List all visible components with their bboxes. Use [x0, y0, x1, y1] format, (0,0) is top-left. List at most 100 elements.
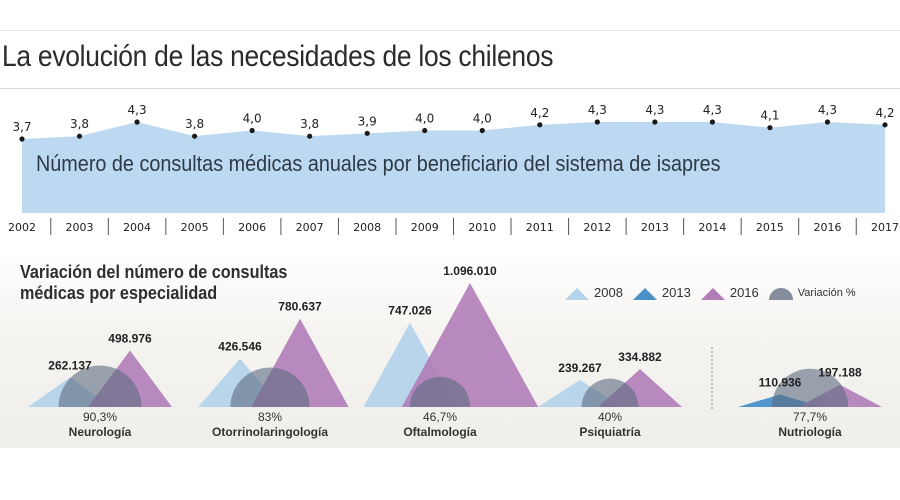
specialty-chart-title: Variación del número de consultas médica… — [20, 262, 290, 304]
data-point — [767, 125, 773, 131]
data-point — [134, 119, 140, 125]
base-value-label: 426.546 — [218, 340, 262, 354]
x-tick-label: 2002 — [8, 221, 36, 234]
data-point — [192, 133, 198, 139]
specialty-group: 239.267 334.882 40%Psiquiatría — [538, 350, 682, 439]
value-label: 3,8 — [185, 117, 204, 131]
semicircle-gray-icon — [768, 287, 793, 300]
specialty-group: 747.026 1.096.010 46,7%Oftalmología — [363, 264, 539, 439]
area-fill — [22, 122, 885, 213]
data-point — [652, 119, 658, 125]
data-point — [364, 130, 370, 136]
value-2016-label: 1.096.010 — [443, 264, 497, 278]
value-label: 4,3 — [703, 103, 722, 117]
data-point — [307, 133, 313, 139]
x-tick-label: 2005 — [181, 221, 209, 234]
legend-item-2008: 2008 — [565, 285, 623, 300]
x-tick-label: 2013 — [641, 221, 669, 234]
title-divider — [0, 88, 900, 89]
base-value-label: 239.267 — [558, 361, 602, 375]
value-2016-label: 498.976 — [108, 332, 152, 346]
specialty-group: 426.546 780.637 83%Otorrinolaringología — [198, 300, 349, 439]
data-point — [76, 133, 83, 139]
value-2016-label: 197.188 — [818, 366, 862, 380]
value-2016-label: 780.637 — [278, 300, 322, 314]
value-label: 4,0 — [243, 112, 262, 126]
x-tick-label: 2016 — [813, 221, 841, 234]
value-label: 4,3 — [588, 103, 607, 117]
triangle-blue-icon — [632, 287, 657, 300]
variation-label: 40% — [598, 410, 622, 424]
page-title: La evolución de las necesidades de los c… — [2, 40, 554, 73]
x-tick-label: 2012 — [583, 221, 611, 234]
variation-semicircle — [409, 376, 471, 407]
category-label: Psiquiatría — [579, 425, 641, 439]
specialty-triangle-chart: 262.137 498.976 90,3%Neurología 426.546 780.… — [28, 264, 882, 439]
x-tick-label: 2015 — [756, 221, 784, 234]
value-2016-label: 334.882 — [618, 350, 662, 364]
legend-label-2016: 2016 — [729, 285, 759, 300]
legend-item-2016: 2016 — [700, 285, 759, 300]
data-point — [882, 122, 888, 128]
data-point — [594, 119, 600, 125]
x-tick-label: 2007 — [296, 221, 324, 234]
x-tick-label: 2008 — [353, 221, 381, 234]
value-label: 4,2 — [530, 106, 549, 120]
variation-label: 77,7% — [793, 410, 827, 424]
top-divider — [0, 30, 900, 31]
base-value-label: 110.936 — [759, 375, 802, 389]
variation-label: 90,3% — [83, 410, 117, 424]
variation-semicircle — [58, 365, 142, 407]
triangle-purple-icon — [700, 287, 725, 300]
x-tick-label: 2004 — [123, 221, 151, 234]
specialty-group: 262.137 498.976 90,3%Neurología — [28, 332, 172, 439]
category-label: Oftalmología — [403, 425, 477, 439]
data-point — [422, 127, 428, 134]
legend-label-2013: 2013 — [661, 285, 691, 300]
x-tick-label: 2011 — [526, 221, 554, 234]
specialty-group: 110.936 197.188 77,7%Nutriología — [738, 366, 882, 439]
data-point — [479, 127, 485, 134]
data-point — [19, 136, 25, 142]
x-tick-label: 2014 — [698, 221, 726, 234]
area-chart-title: Número de consultas médicas anuales por … — [36, 151, 721, 176]
base-value-label: 262.137 — [48, 358, 92, 372]
value-label: 4,3 — [818, 103, 837, 117]
x-tick-label: 2017 — [871, 221, 899, 234]
value-label: 3,9 — [358, 114, 377, 128]
triangle-2016 — [401, 283, 539, 407]
variation-semicircle — [230, 367, 310, 407]
value-label: 4,3 — [645, 103, 664, 117]
variation-label: 83% — [258, 410, 282, 424]
consultations-area-chart: 3,7 3,8 4,3 3,8 4,0 3,8 3,9 4,0 4,0 4,2 4,3 4,3 4,3 4… — [8, 103, 899, 235]
variation-semicircle — [581, 378, 639, 407]
specialty-title-text: Variación del número de consultas médica… — [20, 262, 288, 303]
value-label: 4,0 — [473, 112, 492, 126]
value-label: 4,3 — [128, 103, 147, 117]
legend-label-variation: Variación % — [797, 286, 856, 299]
data-point — [537, 122, 543, 128]
x-tick-label: 2003 — [66, 221, 94, 234]
x-tick-label: 2006 — [238, 221, 266, 234]
variation-label: 46,7% — [423, 410, 457, 424]
data-point — [709, 119, 716, 125]
base-value-label: 747.026 — [388, 303, 432, 317]
value-label: 4,2 — [875, 106, 894, 120]
data-point — [249, 127, 255, 134]
variation-semicircle — [771, 368, 849, 407]
value-label: 3,8 — [300, 117, 319, 131]
triangle-light-blue-icon — [565, 287, 589, 300]
legend-item-2013: 2013 — [632, 285, 691, 300]
category-label: Neurología — [69, 425, 132, 439]
value-label: 3,7 — [12, 120, 31, 134]
legend-item-variation: Variación % — [768, 286, 856, 300]
x-tick-label: 2010 — [468, 221, 496, 234]
legend: 2008 2013 2016 Variación % — [565, 285, 856, 300]
value-label: 4,1 — [760, 109, 779, 123]
category-label: Nutriología — [778, 425, 842, 439]
category-label: Otorrinolaringología — [212, 425, 328, 439]
data-point — [824, 119, 831, 125]
x-tick-label: 2009 — [411, 221, 439, 234]
value-label: 3,8 — [70, 117, 89, 131]
legend-label-2008: 2008 — [594, 285, 623, 300]
